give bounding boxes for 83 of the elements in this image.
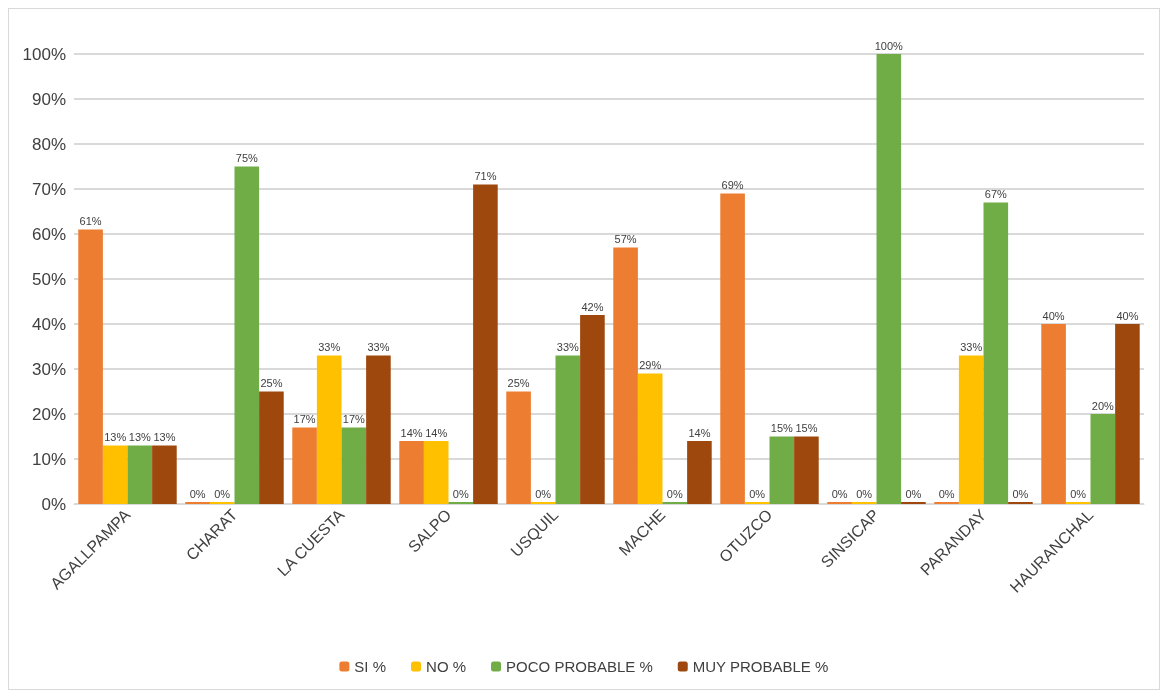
- bar: [613, 247, 638, 504]
- data-label: 100%: [874, 39, 904, 52]
- bar: [399, 441, 424, 504]
- data-label: 13%: [153, 431, 176, 443]
- data-label: 13%: [104, 431, 127, 443]
- data-label: 17%: [342, 413, 366, 425]
- bar: [1090, 414, 1116, 504]
- data-label: 71%: [474, 170, 497, 182]
- bar: [983, 202, 1009, 504]
- data-label: 0%: [749, 487, 766, 500]
- y-tick-label: 50%: [31, 269, 66, 289]
- bar: [1041, 324, 1066, 504]
- bar: [506, 391, 531, 504]
- bar: [341, 427, 367, 504]
- y-tick-label: 70%: [31, 179, 66, 199]
- bar: [259, 391, 284, 504]
- data-label: 42%: [581, 300, 604, 313]
- bar: [78, 229, 103, 504]
- data-label: 40%: [1042, 309, 1065, 322]
- legend-label: NO %: [426, 658, 467, 675]
- legend-label: SI %: [354, 658, 387, 675]
- bar: [876, 54, 902, 504]
- bar: [637, 373, 663, 504]
- bar: [1115, 324, 1140, 504]
- y-tick-label: 30%: [31, 359, 66, 379]
- bar: [423, 441, 449, 504]
- data-label: 0%: [452, 487, 469, 500]
- legend-label: MUY PROBABLE %: [692, 658, 829, 675]
- bar: [720, 193, 745, 504]
- y-tick-label: 10%: [31, 449, 66, 469]
- bar: [794, 436, 819, 504]
- data-label: 29%: [639, 359, 662, 371]
- bar: [152, 445, 177, 504]
- bar: [687, 441, 712, 504]
- data-label: 0%: [189, 487, 206, 500]
- data-label: 15%: [795, 422, 818, 434]
- y-tick-label: 80%: [31, 134, 66, 154]
- data-label: 25%: [260, 377, 283, 389]
- data-label: 67%: [984, 188, 1008, 200]
- y-tick-label: 0%: [41, 494, 66, 514]
- bar: [127, 445, 153, 504]
- data-label: 14%: [688, 426, 711, 439]
- data-label: 40%: [1116, 309, 1139, 322]
- bar: [292, 427, 317, 504]
- bar: [473, 184, 498, 504]
- data-label: 75%: [235, 152, 259, 164]
- bar: [769, 436, 795, 504]
- y-tick-label: 40%: [31, 314, 66, 334]
- legend-label: POCO PROBABLE %: [506, 658, 653, 675]
- data-label: 20%: [1091, 399, 1115, 412]
- data-label: 33%: [960, 341, 983, 353]
- data-label: 61%: [79, 215, 102, 227]
- data-label: 25%: [507, 377, 530, 389]
- data-label: 33%: [367, 341, 390, 353]
- bar: [234, 166, 260, 504]
- data-label: 69%: [721, 179, 744, 191]
- data-label: 0%: [938, 487, 955, 500]
- data-label: 33%: [318, 341, 341, 353]
- data-label: 0%: [666, 487, 683, 500]
- data-label: 33%: [556, 341, 580, 353]
- y-tick-label: 20%: [31, 404, 66, 424]
- data-label: 0%: [214, 487, 231, 500]
- data-label: 57%: [614, 233, 637, 245]
- y-tick-label: 100%: [22, 44, 66, 64]
- data-label: 0%: [905, 487, 922, 500]
- data-label: 0%: [831, 487, 848, 500]
- data-label: 0%: [856, 487, 873, 500]
- y-tick-label: 60%: [31, 224, 66, 244]
- data-label: 0%: [535, 487, 552, 500]
- bar: [366, 355, 391, 504]
- data-label: 13%: [128, 431, 152, 443]
- data-label: 0%: [1070, 487, 1087, 500]
- y-tick-label: 90%: [31, 89, 66, 109]
- bar: [580, 315, 605, 504]
- bar: [555, 355, 581, 504]
- data-label: 15%: [770, 422, 794, 434]
- data-label: 17%: [293, 413, 316, 425]
- bar: [102, 445, 128, 504]
- bar: [958, 355, 984, 504]
- bar: [316, 355, 342, 504]
- data-label: 0%: [1012, 487, 1029, 500]
- data-label: 14%: [425, 426, 448, 439]
- data-label: 14%: [400, 426, 423, 439]
